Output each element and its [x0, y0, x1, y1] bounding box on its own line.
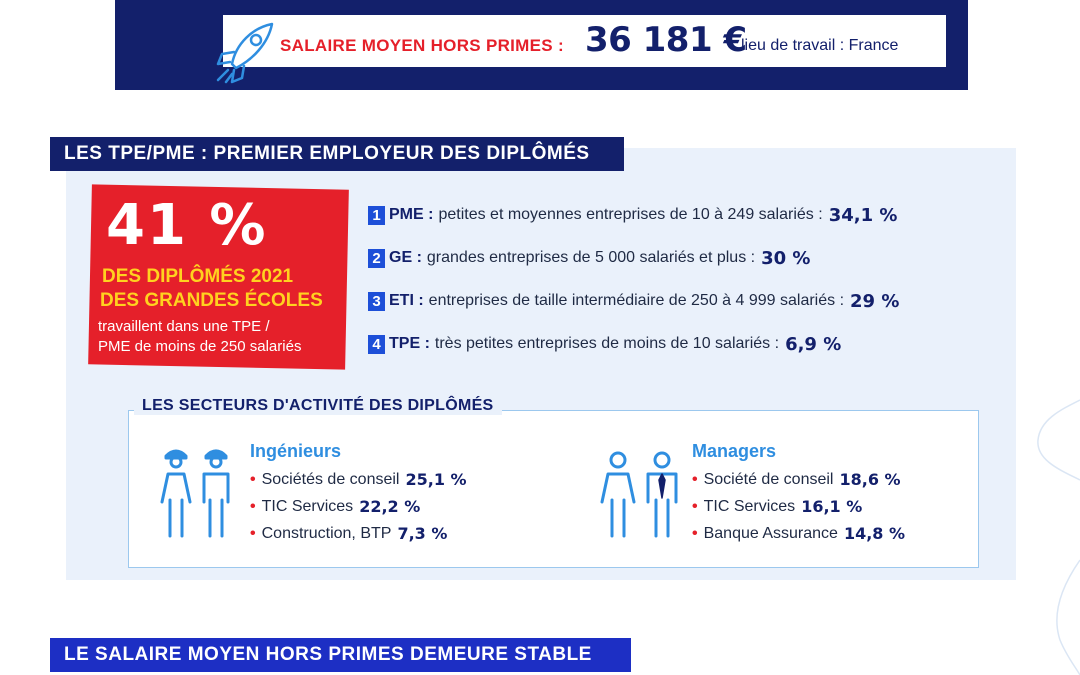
- stat-description-2: PME de moins de 250 salariés: [98, 338, 302, 355]
- sector-percentage: 7,3 %: [397, 524, 448, 543]
- rank-text: très petites entreprises de moins de 10 …: [434, 335, 780, 352]
- rank-number: 1: [368, 205, 385, 225]
- sector-label: Société de conseil: [703, 470, 834, 488]
- section-title-salary: LE SALAIRE MOYEN HORS PRIMES DEMEURE STA…: [50, 638, 631, 672]
- rocket-icon: [216, 22, 274, 84]
- sector-item: • Banque Assurance 14,8 %: [692, 524, 906, 543]
- sector-item: • Sociétés de conseil 25,1 %: [250, 470, 467, 489]
- stat-value: 41 %: [106, 193, 268, 258]
- rank-number: 4: [368, 334, 385, 354]
- ranking-item: 1 PME : petites et moyennes entreprises …: [368, 203, 897, 227]
- sector-label: Sociétés de conseil: [261, 470, 400, 488]
- salary-box: [223, 15, 946, 67]
- stat-line-1: DES DIPLÔMÉS 2021: [102, 266, 294, 287]
- sector-item: • Construction, BTP 7,3 %: [250, 524, 448, 543]
- world-map-decoration: [1037, 399, 1080, 675]
- ranking-item: 4 TPE : très petites entreprises de moin…: [368, 332, 841, 356]
- group-heading-managers: Managers: [692, 441, 777, 461]
- sector-item: • TIC Services 16,1 %: [692, 497, 863, 516]
- engineers-icon: [160, 449, 230, 538]
- rank-code: ETI :: [389, 292, 424, 309]
- rank-number: 2: [368, 248, 385, 268]
- rank-text: petites et moyennes entreprises de 10 à …: [438, 206, 823, 223]
- sector-percentage: 14,8 %: [843, 524, 906, 543]
- group-heading-engineers: Ingénieurs: [250, 441, 342, 461]
- managers-icon: [600, 451, 678, 538]
- stat-description-1: travaillent dans une TPE /: [98, 318, 270, 335]
- sector-label: Banque Assurance: [703, 524, 838, 542]
- sector-percentage: 18,6 %: [839, 470, 901, 489]
- sectors-box: [128, 410, 979, 568]
- sectors-title: LES SECTEURS D'ACTIVITÉ DES DIPLÔMÉS: [134, 397, 502, 415]
- rank-percentage: 29 %: [850, 290, 900, 312]
- sector-item: • TIC Services 22,2 %: [250, 497, 421, 516]
- sector-item: • Société de conseil 18,6 %: [692, 470, 901, 489]
- salary-value: 36 181 €: [585, 20, 747, 60]
- sector-percentage: 16,1 %: [801, 497, 863, 516]
- rank-code: PME :: [389, 206, 434, 223]
- rank-percentage: 6,9 %: [785, 333, 842, 355]
- sector-percentage: 22,2 %: [359, 497, 421, 516]
- sector-label: TIC Services: [261, 497, 354, 515]
- ranking-item: 3 ETI : entreprises de taille intermédia…: [368, 289, 899, 313]
- rank-code: GE :: [389, 249, 422, 266]
- sector-label: TIC Services: [703, 497, 796, 515]
- ranking-item: 2 GE : grandes entreprises de 5 000 sala…: [368, 246, 810, 270]
- section-title-employers: LES TPE/PME : PREMIER EMPLOYEUR DES DIPL…: [50, 137, 624, 171]
- rank-percentage: 30 %: [761, 247, 811, 269]
- sector-label: Construction, BTP: [261, 524, 392, 542]
- stat-line-2: DES GRANDES ÉCOLES: [100, 290, 323, 311]
- rank-text: entreprises de taille intermédiaire de 2…: [428, 292, 845, 309]
- rank-percentage: 34,1 %: [828, 204, 898, 226]
- salary-note: lieu de travail : France: [741, 37, 899, 54]
- sector-percentage: 25,1 %: [405, 470, 467, 489]
- rank-text: grandes entreprises de 5 000 salariés et…: [426, 249, 756, 266]
- rank-code: TPE :: [389, 335, 430, 352]
- salary-label: SALAIRE MOYEN HORS PRIMES :: [280, 36, 564, 55]
- rank-number: 3: [368, 291, 385, 311]
